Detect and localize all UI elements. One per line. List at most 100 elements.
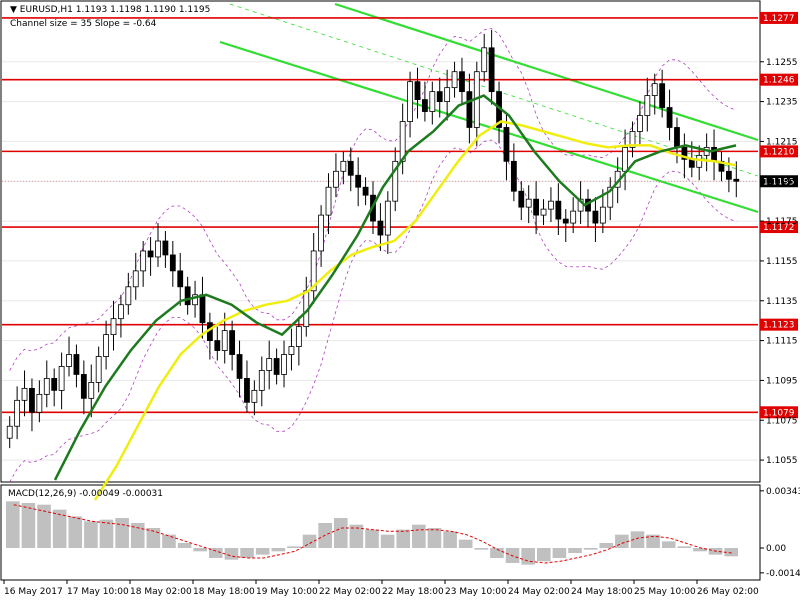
candle-body xyxy=(318,214,325,252)
candle-body xyxy=(73,354,80,375)
macd-tick-label: 0.00343 xyxy=(766,487,800,497)
candle-body xyxy=(429,91,436,112)
level-label-box xyxy=(760,145,798,158)
candle-body xyxy=(421,99,428,112)
macd-bar xyxy=(693,548,707,552)
macd-bar xyxy=(646,534,660,548)
macd-bar xyxy=(240,548,254,558)
macd-bar xyxy=(412,524,426,548)
candle-body xyxy=(459,71,465,93)
candle-body xyxy=(733,178,740,182)
candle-body xyxy=(147,250,154,258)
candle-body xyxy=(288,346,295,355)
candle-body xyxy=(414,81,421,100)
y-tick-label: 1.1195 xyxy=(766,177,798,187)
macd-bar xyxy=(177,543,192,548)
candle-body xyxy=(80,374,87,399)
macd-bar xyxy=(630,531,645,548)
candle-body xyxy=(466,91,473,128)
candle-body xyxy=(177,270,184,288)
candle-body xyxy=(273,358,280,375)
candle-body xyxy=(666,107,673,128)
candle-body xyxy=(562,218,569,224)
trend-channel xyxy=(219,2,759,214)
y-tick-label: 1.1215 xyxy=(766,137,798,147)
macd-bar xyxy=(209,548,223,558)
current-price-box xyxy=(760,175,798,188)
candle-body xyxy=(518,190,525,208)
y-tick-label: 1.1075 xyxy=(766,416,798,426)
macd-bar xyxy=(365,529,379,548)
x-tick-label: 18 May 02:00 xyxy=(130,587,192,597)
macd-bar xyxy=(255,548,270,555)
candle-body xyxy=(118,304,124,320)
candle-body xyxy=(451,71,458,89)
candle-body xyxy=(95,356,102,383)
candle-body xyxy=(607,186,614,208)
macd-tick-label: -0.00149 xyxy=(766,569,800,579)
level-label: 1.1246 xyxy=(763,76,795,86)
candle-body xyxy=(548,200,554,210)
level-label-box xyxy=(760,318,798,331)
candle-body xyxy=(674,127,680,148)
candle-body xyxy=(192,294,198,306)
macd-bar xyxy=(224,548,239,560)
symbol-caption: ▼ EURUSD,H1 1.1193 1.1198 1.1190 1.1195 xyxy=(10,5,210,15)
level-label-box xyxy=(760,73,798,86)
candle-body xyxy=(162,240,169,256)
macd-bar xyxy=(130,523,145,548)
candle-body xyxy=(6,425,13,439)
macd-panel-border xyxy=(0,484,761,581)
macd-bar xyxy=(52,509,67,548)
horizontal-levels: 1.1277 1.1246 1.1210 1.1172 1.1123 1.1079 1.11… xyxy=(2,11,798,419)
macd-bar xyxy=(599,543,614,548)
candle-body xyxy=(659,83,666,108)
price-axis: 1.1055 1.1075 1.1095 1.1115 1.1135 1.1155 1.11… xyxy=(760,58,798,466)
candle-body xyxy=(696,154,703,168)
candle-body xyxy=(392,160,399,202)
candle-body xyxy=(503,127,510,162)
macd-bar xyxy=(6,501,20,548)
macd-bar xyxy=(568,548,582,553)
channel-caption: Channel size = 35 Slope = -0.64 xyxy=(10,19,157,29)
candle-body xyxy=(570,210,577,224)
level-label-box xyxy=(760,406,798,419)
macd-bar xyxy=(193,548,208,552)
level-label: 1.1210 xyxy=(763,147,795,157)
y-tick-label: 1.1155 xyxy=(766,257,798,267)
y-tick-label: 1.1115 xyxy=(766,337,798,347)
candle-body xyxy=(481,47,488,73)
x-tick-label: 17 May 10:00 xyxy=(67,587,129,597)
channel-lower xyxy=(219,40,759,214)
macd-bar xyxy=(536,548,551,562)
price-panel-border xyxy=(0,0,761,483)
candle-body xyxy=(310,250,317,292)
level-label-box xyxy=(760,11,798,24)
macd-bar xyxy=(490,548,504,558)
candle-body xyxy=(488,47,495,93)
x-tick-label: 22 May 18:00 xyxy=(382,587,444,597)
macd-bar xyxy=(271,548,286,552)
y-tick-label: 1.1135 xyxy=(766,297,798,307)
x-tick-label: 24 May 02:00 xyxy=(508,587,570,597)
bollinger-upper xyxy=(9,28,737,371)
candle-body xyxy=(229,330,236,355)
y-tick-label: 1.1095 xyxy=(766,376,798,386)
symbol-line: EURUSD,H1 1.1193 1.1198 1.1190 1.1195 xyxy=(20,5,211,15)
candle-body xyxy=(407,81,413,122)
x-tick-label: 24 May 18:00 xyxy=(571,587,633,597)
x-tick-label: 18 May 18:00 xyxy=(193,587,255,597)
candle-body xyxy=(629,131,636,148)
candle-body xyxy=(266,358,273,371)
y-tick-label: 1.1235 xyxy=(766,98,798,108)
candle-body xyxy=(251,389,258,403)
candle-body xyxy=(525,198,532,208)
candle-body xyxy=(333,170,339,188)
x-tick-label: 16 May 2017 xyxy=(4,587,63,597)
moving-averages xyxy=(53,94,737,501)
bollinger-bands xyxy=(9,28,737,483)
candle-body xyxy=(221,330,228,351)
candle-body xyxy=(214,340,221,351)
macd-bar xyxy=(474,548,489,550)
